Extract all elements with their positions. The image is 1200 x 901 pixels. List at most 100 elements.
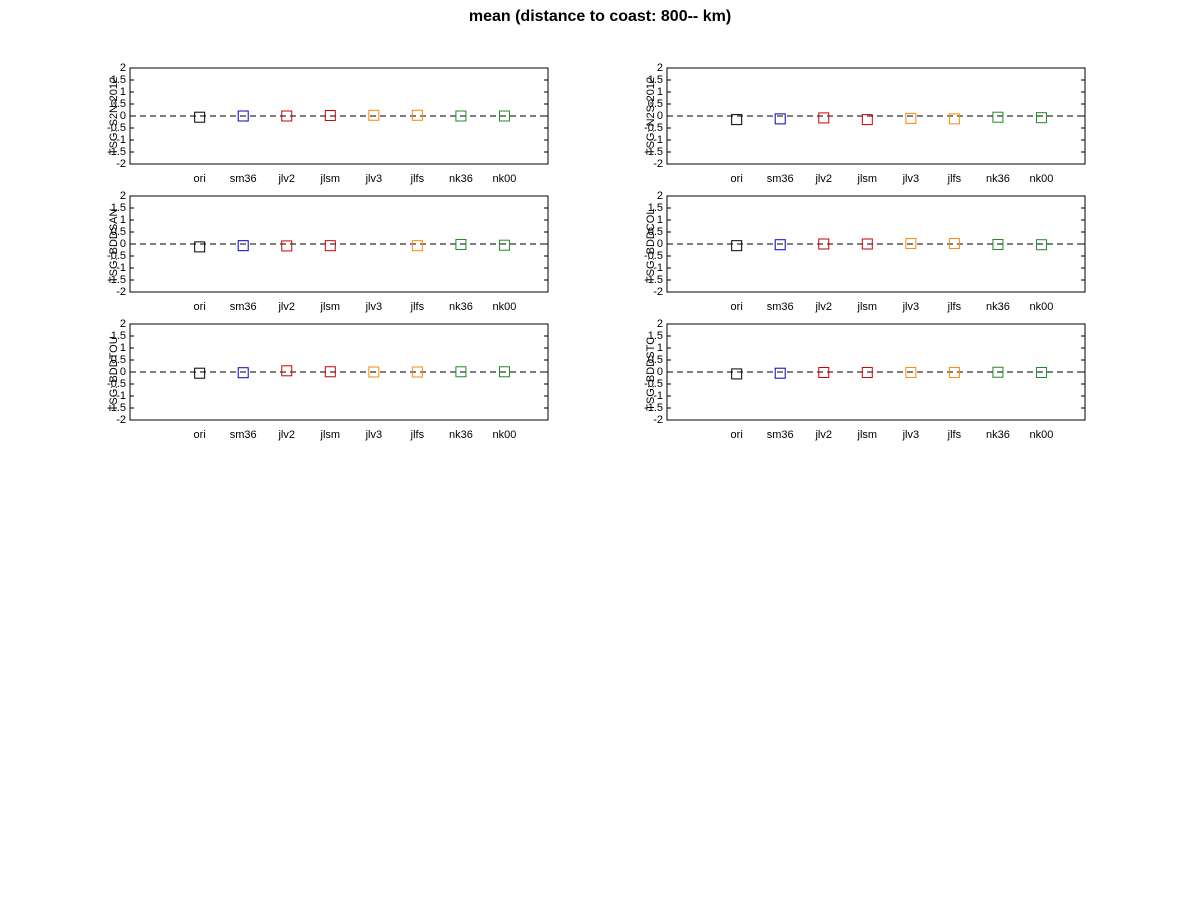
y-tick-label: -1 (653, 262, 663, 274)
x-tick-label: jlv3 (902, 301, 920, 313)
x-tick-label: nk36 (986, 301, 1010, 313)
marker (194, 241, 206, 253)
marker (498, 110, 510, 122)
x-tick-label: jlv2 (277, 301, 295, 313)
marker (194, 367, 206, 379)
x-tick-label: jlv2 (814, 301, 832, 313)
x-tick-label: jlfs (410, 173, 425, 185)
y-tick-label: -1.5 (107, 402, 126, 414)
x-tick-label: jlsm (320, 301, 341, 313)
marker (731, 240, 743, 252)
x-tick-label: jlfs (947, 301, 962, 313)
x-tick-label: sm36 (230, 429, 257, 441)
y-axis-label: TSG: N2S-2012 (645, 77, 657, 155)
marker (774, 367, 786, 379)
y-tick-label: -0.5 (107, 122, 126, 134)
y-tick-label: 2 (120, 318, 126, 330)
x-tick-label: ori (194, 173, 206, 185)
marker (194, 111, 206, 123)
x-tick-label: nk00 (1030, 173, 1054, 185)
marker (1035, 366, 1047, 378)
x-tick-label: jlfs (410, 301, 425, 313)
y-tick-label: 2 (120, 190, 126, 202)
x-tick-label: jlsm (320, 429, 341, 441)
y-axis-label: TSG: BDDCOL- (645, 205, 657, 284)
marker (818, 366, 830, 378)
marker (498, 366, 510, 378)
y-tick-label: 0 (120, 110, 126, 122)
y-axis-label: TSG: BDDSTC- (645, 333, 657, 411)
marker (411, 240, 423, 252)
x-tick-label: jlsm (320, 173, 341, 185)
y-tick-label: -0.5 (644, 122, 663, 134)
x-tick-label: nk00 (493, 301, 517, 313)
marker (455, 110, 467, 122)
y-tick-label: 2 (120, 62, 126, 74)
x-tick-label: jlv3 (365, 173, 383, 185)
x-tick-label: ori (194, 301, 206, 313)
y-tick-label: -2 (116, 158, 126, 170)
y-tick-label: -1 (116, 262, 126, 274)
x-tick-label: jlfs (410, 429, 425, 441)
y-axis-label: TSG: BDDSAN- (108, 205, 120, 284)
marker (498, 239, 510, 251)
y-tick-label: -1.5 (107, 274, 126, 286)
y-axis-label: TSG: BDDTOU- (108, 332, 120, 411)
marker (1035, 239, 1047, 251)
x-tick-label: jlv3 (902, 429, 920, 441)
marker (411, 109, 423, 121)
x-tick-label: jlv2 (277, 173, 295, 185)
y-tick-label: 1 (120, 86, 126, 98)
y-tick-label: 1 (120, 342, 126, 354)
y-tick-label: -1.5 (644, 146, 663, 158)
marker (324, 240, 336, 252)
x-tick-label: jlfs (947, 173, 962, 185)
y-tick-label: 1.5 (111, 330, 126, 342)
marker (905, 112, 917, 124)
y-tick-label: -1 (653, 390, 663, 402)
y-tick-label: 1 (657, 342, 663, 354)
marker (368, 109, 380, 121)
x-tick-label: jlv3 (365, 429, 383, 441)
marker (281, 365, 293, 377)
marker (774, 239, 786, 251)
marker (948, 238, 960, 250)
x-tick-label: jlv2 (814, 173, 832, 185)
marker (281, 110, 293, 122)
marker (1035, 112, 1047, 124)
x-tick-label: ori (731, 429, 743, 441)
y-tick-label: 0.5 (111, 354, 126, 366)
marker (861, 366, 873, 378)
y-tick-label: -2 (116, 286, 126, 298)
y-tick-label: 0 (657, 366, 663, 378)
y-tick-label: -0.5 (107, 250, 126, 262)
marker (281, 240, 293, 252)
marker (818, 112, 830, 124)
y-tick-label: -0.5 (644, 378, 663, 390)
marker (992, 111, 1004, 123)
marker (948, 366, 960, 378)
y-tick-label: 1.5 (648, 330, 663, 342)
y-tick-label: 0.5 (648, 226, 663, 238)
y-tick-label: 0.5 (111, 226, 126, 238)
y-tick-label: 1.5 (111, 202, 126, 214)
x-tick-label: nk36 (986, 173, 1010, 185)
y-tick-label: -0.5 (107, 378, 126, 390)
x-tick-label: nk36 (449, 429, 473, 441)
marker (774, 113, 786, 125)
y-axis-label: TSG: S2N-2012 (108, 77, 120, 155)
x-tick-label: jlsm (857, 429, 878, 441)
y-tick-label: 0 (120, 366, 126, 378)
marker (237, 367, 249, 379)
x-tick-label: sm36 (767, 173, 794, 185)
y-tick-label: -1 (116, 390, 126, 402)
y-tick-label: -2 (116, 414, 126, 426)
marker (861, 238, 873, 250)
x-tick-label: jlv2 (814, 429, 832, 441)
marker (731, 114, 743, 126)
marker (237, 240, 249, 252)
y-tick-label: 0 (657, 238, 663, 250)
marker (992, 238, 1004, 250)
y-tick-label: 1.5 (648, 202, 663, 214)
y-tick-label: -1 (116, 134, 126, 146)
